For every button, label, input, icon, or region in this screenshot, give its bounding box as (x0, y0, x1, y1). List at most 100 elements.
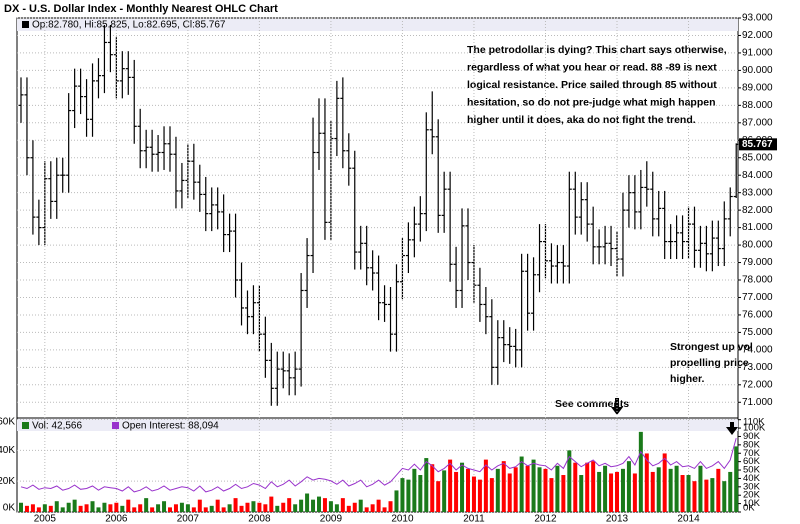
volume-bar (168, 507, 172, 512)
volume-bar (418, 475, 423, 512)
price-legend: Op:82.780, Hi:85.825, Lo:82.695, Cl:85.7… (32, 20, 226, 31)
volume-bar (501, 461, 506, 512)
y-tick-label: 89.000 (742, 83, 773, 94)
volume-bar (704, 479, 709, 512)
y2-tick-label: 80K (743, 439, 761, 450)
x-tick-label: 2010 (391, 514, 414, 524)
volume-bar (561, 475, 566, 512)
volume-bar (138, 504, 143, 512)
volume-bar (489, 478, 494, 512)
volume-bar (179, 502, 184, 512)
volume-bar (54, 501, 59, 512)
y-tick-label: 92.000 (742, 30, 773, 41)
volume-bar (668, 468, 673, 512)
x-tick-label: 2008 (248, 514, 271, 524)
y2-tick-label: 100K (743, 423, 766, 434)
volume-bar (662, 453, 667, 512)
volume-bar (60, 507, 65, 512)
annotation: higher until it does, aka do not fight t… (467, 114, 696, 126)
volume-bar (221, 507, 226, 512)
volume-bar (227, 504, 232, 512)
volume-bar (650, 471, 655, 512)
volume-bar (257, 502, 262, 512)
volume-bar (567, 450, 572, 512)
annotation: hesitation, so do not pre-judge what mig… (467, 96, 716, 108)
volume-bar (311, 499, 316, 512)
volume-bar (102, 502, 107, 512)
volume-bar (430, 464, 435, 512)
volume-bar (448, 459, 453, 512)
volume-bar (352, 502, 357, 512)
volume-bar (471, 476, 476, 512)
y-tick-label: 73.000 (742, 362, 773, 373)
volume-bar (24, 505, 29, 512)
x-tick-label: 2007 (177, 514, 200, 524)
volume-bar (734, 446, 739, 512)
volume-bar (412, 468, 417, 512)
volume-bar (305, 493, 310, 512)
y-tick-label: 80.000 (742, 240, 773, 251)
annotation: higher. (670, 373, 705, 385)
volume-bar (90, 501, 95, 512)
volume-bar (209, 505, 214, 512)
volume-bar (626, 461, 631, 512)
volume-bar (537, 467, 542, 512)
volume-bar (132, 507, 137, 512)
y-tick-label: 74.000 (742, 345, 773, 356)
volume-bar (394, 490, 399, 512)
y2-tick-label: 40K (743, 473, 761, 484)
volume-bar (555, 465, 560, 512)
volume-bar (275, 505, 280, 512)
volume-bar (245, 502, 250, 512)
volume-bar (173, 504, 178, 512)
y2-tick-label: 20K (743, 490, 761, 501)
y-tick-label: 85.000 (742, 152, 773, 163)
legend-swatch (22, 422, 29, 429)
y-tick-label: 82.000 (742, 205, 773, 216)
y-tick-label: 91.000 (742, 48, 773, 59)
x-tick-label: 2014 (677, 514, 700, 524)
volume-bar (615, 471, 619, 512)
volume-bar (299, 499, 304, 512)
y2-tick-label: 50K (743, 465, 761, 476)
volume-bar (525, 465, 530, 512)
volume-bar (442, 470, 447, 512)
volume-bar (197, 499, 202, 512)
y-tick-label: 60K (0, 417, 15, 428)
volume-bar (591, 461, 596, 512)
volume-bar (287, 498, 292, 512)
volume-bar (597, 471, 602, 512)
volume-bar (406, 479, 411, 512)
legend-swatch (22, 21, 29, 28)
legend-swatch (112, 422, 119, 429)
volume-bar (692, 481, 697, 512)
y2-tick-label: 70K (743, 448, 761, 459)
legend-label: Vol: 42,566 (32, 421, 82, 432)
volume-bar (108, 504, 113, 512)
volume-bar (477, 479, 482, 512)
volume-bar (317, 496, 321, 512)
volume-bar (722, 481, 727, 512)
volume-bar (269, 496, 274, 512)
volume-bar (191, 507, 196, 512)
x-tick-label: 2009 (320, 514, 343, 524)
y-tick-label: 83.000 (742, 187, 773, 198)
volume-bar (370, 504, 375, 512)
y-tick-label: 76.000 (742, 310, 773, 321)
volume-bar (609, 473, 614, 512)
y2-tick-label: 10K (743, 498, 761, 509)
volume-bar (531, 459, 536, 512)
volume-bar (382, 507, 387, 512)
annotation: regardless of what you hear or read. 88 … (467, 61, 717, 73)
volume-bar (358, 499, 363, 512)
volume-bar (632, 473, 637, 512)
price-legend-band (17, 19, 738, 31)
y-tick-label: 20K (0, 476, 15, 487)
volume-bar (144, 498, 149, 512)
volume-bar (19, 502, 23, 512)
y2-tick-label: 0K (743, 503, 755, 514)
volume-bar (233, 498, 238, 512)
volume-legend-band (17, 419, 738, 431)
last-price-box (739, 138, 777, 151)
y2-tick-label: 60K (743, 456, 761, 467)
